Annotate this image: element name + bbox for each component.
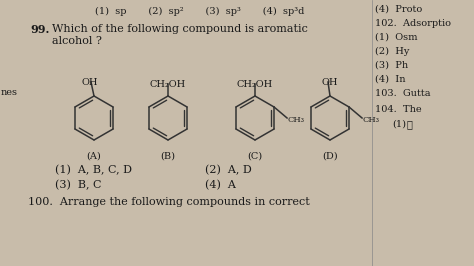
Text: OH: OH <box>82 78 99 87</box>
Text: nes: nes <box>1 88 18 97</box>
Text: (1)  Osm: (1) Osm <box>375 33 418 42</box>
Text: OH: OH <box>322 78 338 87</box>
Text: Which of the following compound is aromatic: Which of the following compound is aroma… <box>52 24 308 34</box>
Text: (D): (D) <box>322 152 338 161</box>
Text: (C): (C) <box>247 152 263 161</box>
Text: (B): (B) <box>161 152 175 161</box>
Text: (3)  Ph: (3) Ph <box>375 61 408 70</box>
Text: alcohol ?: alcohol ? <box>52 36 102 46</box>
Text: 100.  Arrange the following compounds in correct: 100. Arrange the following compounds in … <box>28 197 310 207</box>
Text: (2)  Hy: (2) Hy <box>375 47 410 56</box>
Text: CH₃: CH₃ <box>287 116 304 124</box>
Text: 102.  Adsorptio: 102. Adsorptio <box>375 19 451 28</box>
Text: (2)  A, D: (2) A, D <box>205 165 252 175</box>
Text: 104.  The: 104. The <box>375 105 422 114</box>
Text: (A): (A) <box>87 152 101 161</box>
Text: 99.: 99. <box>30 24 49 35</box>
Text: (4)  A: (4) A <box>205 180 236 190</box>
Text: (3)  B, C: (3) B, C <box>55 180 101 190</box>
Text: (4)  In: (4) In <box>375 75 405 84</box>
Text: (1)  sp       (2)  sp²       (3)  sp³       (4)  sp³d: (1) sp (2) sp² (3) sp³ (4) sp³d <box>95 7 304 16</box>
Text: CH₃: CH₃ <box>362 116 379 124</box>
Text: (1): (1) <box>392 120 406 129</box>
Text: 103.  Gutta: 103. Gutta <box>375 89 430 98</box>
Text: CH₂OH: CH₂OH <box>237 80 273 89</box>
Text: CH₂OH: CH₂OH <box>150 80 186 89</box>
Text: (4)  Proto: (4) Proto <box>375 5 422 14</box>
Text: (1)  A, B, C, D: (1) A, B, C, D <box>55 165 132 175</box>
Text: ✓: ✓ <box>407 120 413 129</box>
